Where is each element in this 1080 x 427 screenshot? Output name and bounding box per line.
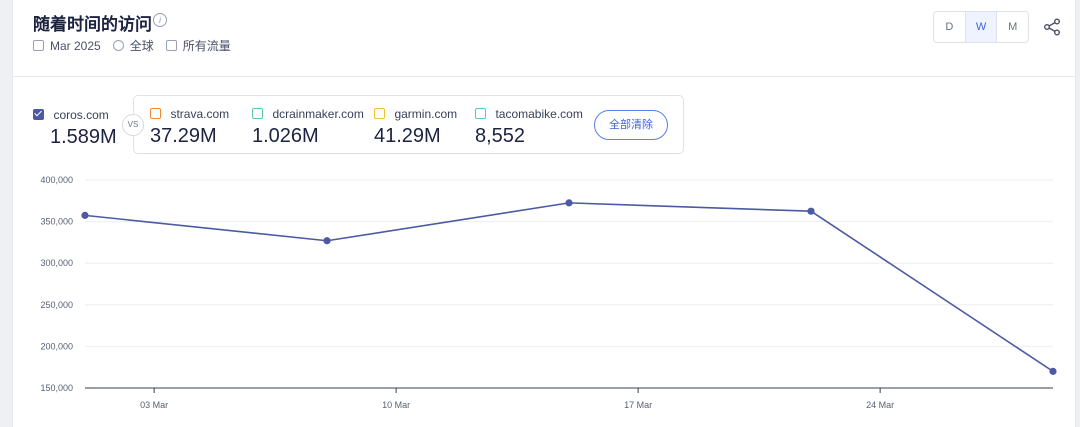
compare-site-name: garmin.com bbox=[394, 106, 458, 121]
compare-site-dcrainmaker[interactable]: dcrainmaker.com 1.026M bbox=[252, 105, 364, 148]
data-point bbox=[807, 207, 815, 215]
data-point bbox=[1049, 367, 1057, 375]
x-tick-label: 24 Mar bbox=[866, 400, 894, 410]
compare-site-name: strava.com bbox=[170, 106, 230, 121]
y-tick-label: 200,000 bbox=[40, 341, 73, 351]
traffic-source-icon bbox=[165, 40, 177, 51]
primary-site-value: 1.589M bbox=[50, 126, 117, 148]
info-icon[interactable]: i bbox=[153, 13, 167, 27]
data-point bbox=[323, 237, 331, 245]
clear-all-button[interactable]: 全部清除 bbox=[594, 110, 668, 140]
visits-card: 随着时间的访问 i Mar 2025 全球 所有流量 D W M coros.c… bbox=[12, 0, 1076, 427]
compare-site-value: 41.29M bbox=[374, 125, 441, 147]
compare-site-strava[interactable]: strava.com 37.29M bbox=[150, 105, 229, 148]
y-tick-label: 150,000 bbox=[40, 383, 73, 393]
compare-site-name: dcrainmaker.com bbox=[272, 106, 364, 121]
primary-site-name: coros.com bbox=[53, 107, 109, 122]
x-tick-label: 17 Mar bbox=[624, 400, 652, 410]
calendar-icon bbox=[33, 40, 44, 51]
card-header: 随着时间的访问 i Mar 2025 全球 所有流量 D W M bbox=[13, 0, 1075, 77]
compare-site-checkbox[interactable] bbox=[374, 108, 385, 120]
granularity-day-button[interactable]: D bbox=[934, 12, 966, 42]
vs-badge: VS bbox=[122, 114, 144, 136]
compare-site-value: 1.026M bbox=[252, 125, 319, 147]
y-tick-label: 250,000 bbox=[40, 300, 73, 310]
granularity-week-button[interactable]: W bbox=[965, 12, 998, 42]
traffic-filter[interactable]: 所有流量 bbox=[182, 39, 231, 53]
region-filter[interactable]: 全球 bbox=[129, 39, 154, 53]
compare-site-checkbox[interactable] bbox=[150, 108, 161, 120]
filter-summary: Mar 2025 全球 所有流量 bbox=[33, 37, 243, 54]
y-tick-label: 350,000 bbox=[40, 217, 73, 227]
share-icon[interactable] bbox=[1043, 18, 1061, 36]
primary-site-checkbox[interactable] bbox=[33, 109, 44, 121]
granularity-toggle: D W M bbox=[933, 11, 1029, 43]
compare-site-value: 8,552 bbox=[475, 125, 526, 147]
x-tick-label: 10 Mar bbox=[382, 400, 410, 410]
compare-site-tacomabike[interactable]: tacomabike.com 8,552 bbox=[475, 105, 583, 148]
compare-site-checkbox[interactable] bbox=[475, 108, 486, 120]
date-filter[interactable]: Mar 2025 bbox=[50, 38, 101, 53]
compare-site-value: 37.29M bbox=[150, 125, 217, 147]
compare-sites-panel: strava.com 37.29M dcrainmaker.com 1.026M… bbox=[133, 95, 684, 154]
data-point bbox=[81, 211, 89, 219]
y-tick-label: 300,000 bbox=[40, 258, 73, 268]
compare-site-name: tacomabike.com bbox=[495, 106, 583, 121]
page-title: 随着时间的访问 bbox=[33, 15, 152, 34]
data-point bbox=[565, 199, 573, 207]
x-tick-label: 03 Mar bbox=[140, 400, 168, 410]
granularity-month-button[interactable]: M bbox=[1008, 21, 1018, 33]
visits-line-chart: 150,000 200,000 250,000 300,000 350,000 400,0… bbox=[40, 175, 1057, 410]
primary-site[interactable]: coros.com 1.589M bbox=[33, 106, 117, 149]
y-tick-label: 400,000 bbox=[40, 175, 73, 185]
compare-site-checkbox[interactable] bbox=[252, 108, 263, 120]
globe-icon bbox=[112, 40, 124, 51]
compare-site-garmin[interactable]: garmin.com 41.29M bbox=[374, 105, 457, 148]
